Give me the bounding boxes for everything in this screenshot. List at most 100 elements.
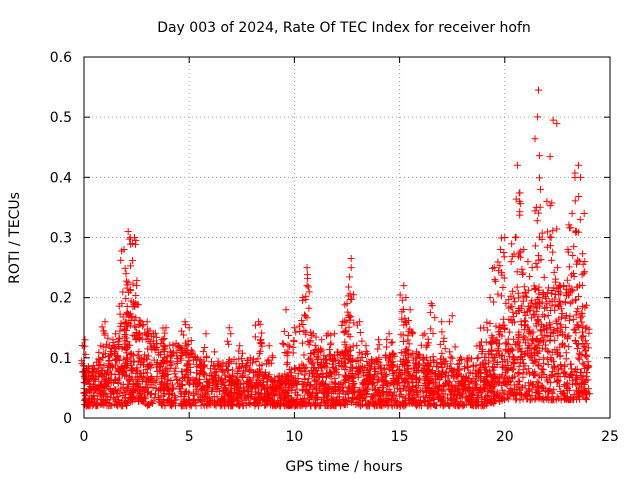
data-point — [398, 308, 406, 316]
data-point — [105, 360, 113, 368]
data-point — [126, 235, 134, 243]
data-point — [490, 264, 498, 272]
data-point — [574, 321, 582, 329]
data-point — [257, 336, 265, 344]
data-point — [382, 343, 390, 351]
data-point — [508, 303, 516, 311]
data-point — [545, 393, 553, 401]
data-point — [172, 364, 180, 372]
data-point — [346, 397, 354, 405]
data-point — [299, 294, 307, 302]
data-point — [479, 383, 487, 391]
data-point — [548, 287, 556, 295]
data-point — [412, 389, 420, 397]
data-point — [146, 375, 154, 383]
data-point — [547, 354, 555, 362]
data-point — [423, 373, 431, 381]
data-point — [539, 323, 547, 331]
data-point — [284, 373, 292, 381]
data-point — [328, 370, 336, 378]
data-point — [572, 329, 580, 337]
data-point — [308, 332, 316, 340]
data-point — [551, 336, 559, 344]
data-point — [580, 269, 588, 277]
data-point — [153, 344, 161, 352]
data-point — [81, 336, 89, 344]
data-point — [176, 385, 184, 393]
data-point — [554, 366, 562, 374]
data-point — [409, 385, 417, 393]
data-point — [126, 310, 134, 318]
data-point — [479, 345, 487, 353]
data-point — [582, 337, 590, 345]
data-point — [136, 373, 144, 381]
data-point — [448, 312, 456, 320]
data-point — [569, 270, 577, 278]
data-point — [135, 348, 143, 356]
data-point — [355, 364, 363, 372]
data-point — [566, 316, 574, 324]
data-point — [385, 330, 393, 338]
data-point — [179, 397, 187, 405]
data-point — [553, 264, 561, 272]
data-point — [524, 336, 532, 344]
x-tick-label: 20 — [496, 429, 514, 445]
data-point — [562, 324, 570, 332]
data-point — [263, 360, 271, 368]
data-point — [565, 332, 573, 340]
data-point — [583, 364, 591, 372]
data-point — [509, 313, 517, 321]
data-point — [273, 384, 281, 392]
data-point — [163, 380, 171, 388]
data-point — [256, 362, 264, 370]
data-point — [130, 386, 138, 394]
data-point — [298, 316, 306, 324]
x-tick-label: 15 — [391, 429, 409, 445]
data-point — [421, 330, 429, 338]
data-point — [125, 397, 133, 405]
data-point — [358, 353, 366, 361]
data-point — [409, 379, 417, 387]
data-point — [362, 376, 370, 384]
data-point — [240, 367, 248, 375]
data-point — [481, 401, 489, 409]
data-point — [384, 379, 392, 387]
data-point — [557, 387, 565, 395]
data-point — [438, 363, 446, 371]
data-point — [562, 355, 570, 363]
data-point — [525, 365, 533, 373]
data-point — [120, 388, 128, 396]
data-point — [447, 353, 455, 361]
data-point — [127, 262, 135, 270]
data-point — [550, 268, 558, 276]
data-point — [504, 340, 512, 348]
data-point — [112, 400, 120, 408]
data-point — [305, 355, 313, 363]
data-point — [525, 379, 533, 387]
data-point — [318, 336, 326, 344]
data-point — [184, 357, 192, 365]
data-point — [560, 282, 568, 290]
data-point — [312, 385, 320, 393]
data-point — [130, 358, 138, 366]
data-point — [564, 384, 572, 392]
data-point — [311, 341, 319, 349]
data-point — [345, 347, 353, 355]
data-point — [305, 341, 313, 349]
data-point — [282, 306, 290, 314]
data-point — [324, 393, 332, 401]
data-point — [86, 380, 94, 388]
data-point — [133, 328, 141, 336]
data-point — [528, 314, 536, 322]
data-point — [107, 390, 115, 398]
data-point — [95, 348, 103, 356]
data-point — [232, 394, 240, 402]
data-point — [88, 372, 96, 380]
data-point — [538, 331, 546, 339]
data-point — [386, 364, 394, 372]
y-tick-label: 0.3 — [50, 231, 72, 247]
data-point — [488, 363, 496, 371]
data-point — [327, 339, 335, 347]
data-point — [560, 390, 568, 398]
data-point — [511, 298, 519, 306]
